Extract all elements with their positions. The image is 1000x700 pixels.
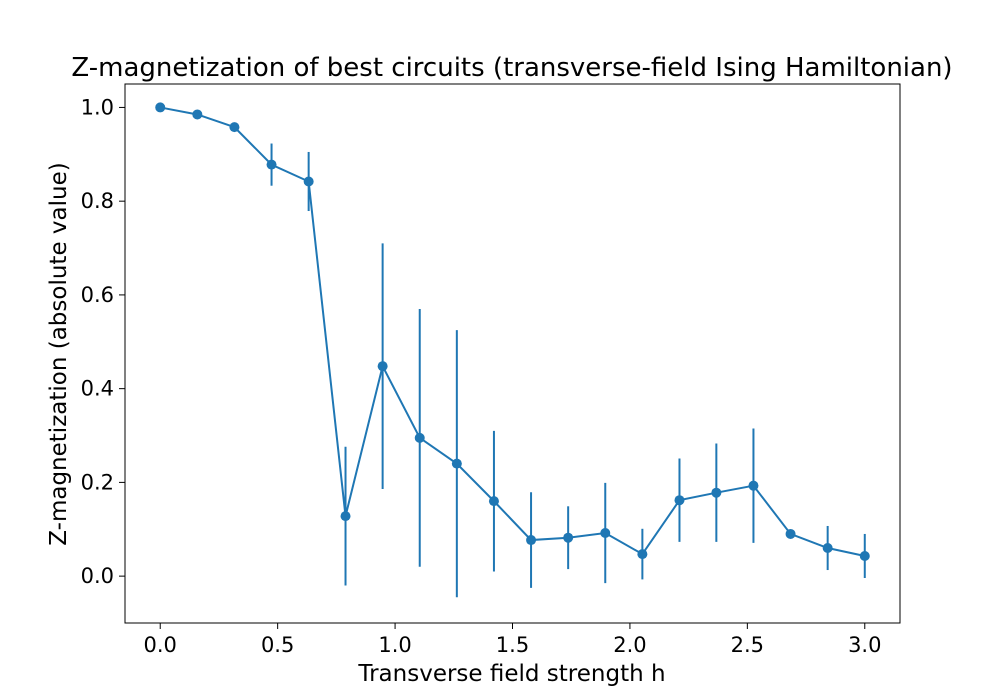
x-tick-label: 1.0 — [378, 633, 411, 657]
y-tick-label: 0.0 — [81, 564, 114, 588]
data-point — [859, 550, 870, 561]
x-tick-label: 0.0 — [144, 633, 177, 657]
series-line-group — [160, 106, 865, 557]
plot-frame — [124, 83, 901, 624]
y-axis-label: Z-magnetization (absolute value) — [46, 162, 72, 545]
x-tick-label: 3.0 — [848, 633, 881, 657]
data-point — [340, 511, 351, 522]
y-tick-label: 0.6 — [81, 283, 114, 307]
x-tick-label: 1.5 — [496, 633, 529, 657]
data-point — [674, 495, 685, 506]
x-axis-label: Transverse field strength h — [357, 661, 665, 687]
data-point — [377, 361, 388, 372]
data-point — [563, 532, 574, 543]
data-point — [303, 176, 314, 187]
y-axis: 0.0 0.2 0.4 0.6 0.8 1.0 — [81, 95, 125, 588]
data-point — [526, 535, 537, 546]
data-point — [229, 122, 240, 133]
data-point — [711, 487, 722, 498]
y-tick-label: 0.4 — [81, 377, 114, 401]
y-tick-label: 0.2 — [81, 470, 114, 494]
data-point — [266, 159, 277, 170]
data-point — [785, 528, 796, 539]
data-point — [600, 528, 611, 539]
data-point — [451, 458, 462, 469]
x-axis: 0.0 0.5 1.0 1.5 2.0 2.5 3.0 — [144, 623, 881, 657]
x-tick-label: 2.5 — [731, 633, 764, 657]
data-point — [155, 102, 166, 113]
data-point — [748, 480, 759, 491]
data-points — [155, 102, 870, 561]
x-tick-label: 2.0 — [613, 633, 646, 657]
x-tick-label: 0.5 — [261, 633, 294, 657]
data-point — [192, 109, 203, 120]
data-point — [637, 549, 648, 560]
y-tick-label: 1.0 — [81, 95, 114, 119]
chart-title: Z-magnetization of best circuits (transv… — [71, 53, 952, 83]
data-point — [488, 496, 499, 507]
data-point — [414, 432, 425, 443]
y-tick-label: 0.8 — [81, 189, 114, 213]
series-line — [160, 106, 865, 557]
data-point — [822, 543, 833, 554]
